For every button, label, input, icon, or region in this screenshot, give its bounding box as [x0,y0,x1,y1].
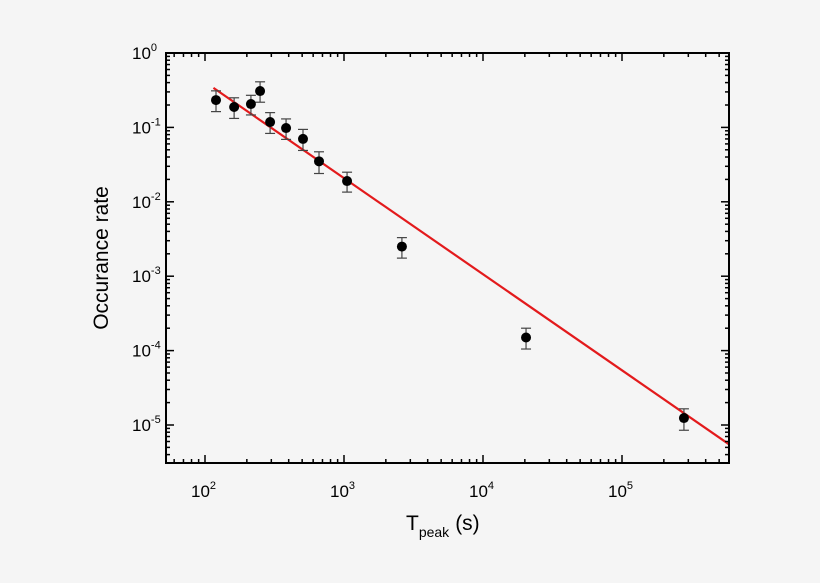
data-point [297,133,308,144]
y-tick-label: 10-2 [132,191,161,212]
y-tick-labels: 100 10-1 10-2 10-3 10-4 10-5 [132,42,161,435]
x-tick-label: 105 [608,480,633,501]
y-tick-label: 10-3 [132,265,161,286]
x-tick-label: 104 [469,480,494,501]
data-point [229,102,240,113]
y-tick-label: 100 [132,42,157,63]
y-tick-label: 10-4 [132,340,161,361]
y-tick-label: 10-1 [132,116,161,137]
y-tick-label: 10-5 [132,414,161,435]
x-axis-title-sub: peak [419,524,450,540]
data-points [211,86,689,424]
plot-frame [165,52,730,464]
axes [165,52,730,464]
error-bars [211,81,689,431]
y-axis-title: Occurance rate [90,186,113,330]
data-point [521,332,532,343]
data-point [678,413,689,424]
data-point [281,123,292,134]
data-point [314,156,325,167]
data-point [396,241,407,252]
x-axis-title-main: T [406,512,419,535]
x-tick-label: 103 [330,480,355,501]
fit-line [212,86,730,446]
x-tick-labels: 102 103 104 105 [191,480,633,501]
x-axis-title: Tpeak (s) [406,512,480,540]
data-point [245,99,256,110]
data-point [255,86,266,97]
data-point [342,176,353,187]
x-tick-label: 102 [191,480,216,501]
data-point [265,117,276,128]
fit-line-path [212,86,730,446]
data-point [211,95,222,106]
x-axis-title-unit: (s) [455,512,480,535]
